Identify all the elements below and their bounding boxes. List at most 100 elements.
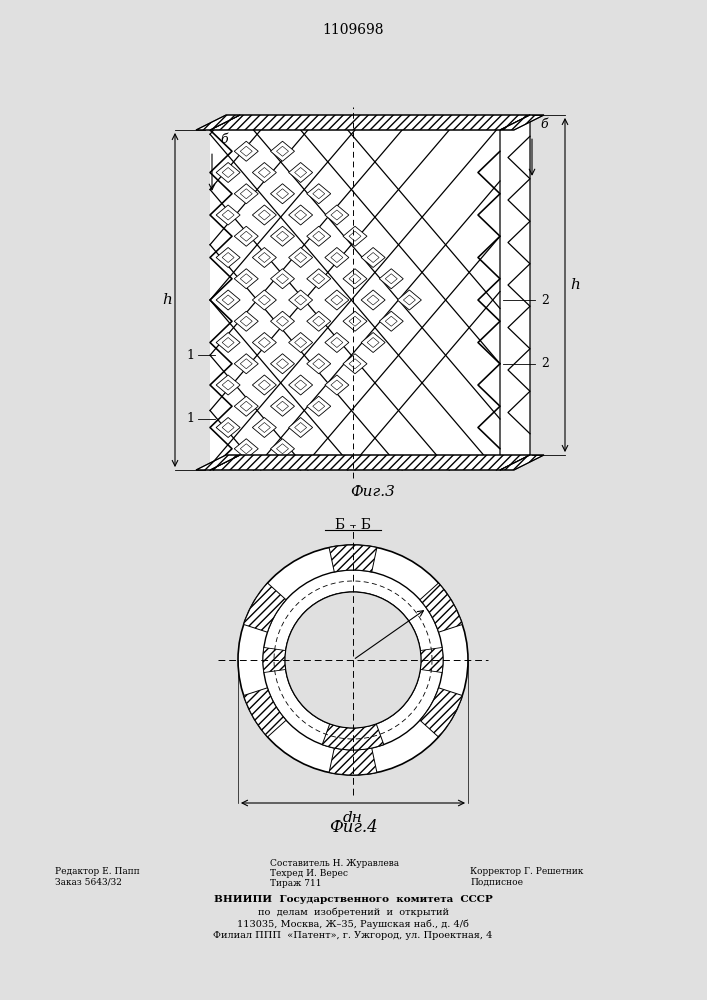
Polygon shape bbox=[500, 115, 544, 130]
Polygon shape bbox=[361, 332, 385, 353]
Polygon shape bbox=[196, 115, 240, 130]
Polygon shape bbox=[397, 290, 421, 310]
Polygon shape bbox=[379, 269, 403, 289]
Polygon shape bbox=[271, 184, 295, 204]
Circle shape bbox=[238, 545, 468, 775]
Polygon shape bbox=[361, 247, 385, 267]
Text: б: б bbox=[220, 133, 228, 146]
Text: б: б bbox=[540, 118, 548, 131]
Polygon shape bbox=[343, 269, 367, 289]
Text: 1: 1 bbox=[186, 412, 194, 426]
Text: Филиал ППП  «Патент», г. Ужгород, ул. Проектная, 4: Филиал ППП «Патент», г. Ужгород, ул. Про… bbox=[214, 932, 493, 940]
Wedge shape bbox=[329, 545, 377, 572]
Polygon shape bbox=[271, 311, 295, 331]
Text: 2: 2 bbox=[541, 357, 549, 370]
Text: dн: dн bbox=[343, 811, 363, 825]
Polygon shape bbox=[288, 205, 312, 225]
Text: Тираж 711: Тираж 711 bbox=[270, 880, 322, 888]
Polygon shape bbox=[252, 162, 276, 182]
Polygon shape bbox=[288, 375, 312, 395]
Text: Б – Б: Б – Б bbox=[335, 518, 371, 532]
Polygon shape bbox=[325, 290, 349, 310]
Polygon shape bbox=[325, 375, 349, 395]
Polygon shape bbox=[307, 184, 331, 204]
Text: Составитель Н. Журавлева: Составитель Н. Журавлева bbox=[270, 859, 399, 868]
Polygon shape bbox=[271, 396, 295, 416]
Wedge shape bbox=[263, 647, 286, 673]
Polygon shape bbox=[307, 396, 331, 416]
Polygon shape bbox=[343, 226, 367, 246]
Text: Фиг.3: Фиг.3 bbox=[351, 485, 395, 499]
Polygon shape bbox=[307, 226, 331, 246]
Polygon shape bbox=[325, 205, 349, 225]
Polygon shape bbox=[252, 332, 276, 353]
Wedge shape bbox=[421, 647, 443, 673]
Polygon shape bbox=[288, 290, 312, 310]
Polygon shape bbox=[234, 141, 258, 161]
Polygon shape bbox=[325, 247, 349, 267]
Polygon shape bbox=[288, 332, 312, 353]
Text: ВНИИПИ  Государственного  комитета  СССР: ВНИИПИ Государственного комитета СССР bbox=[214, 896, 492, 904]
Polygon shape bbox=[271, 226, 295, 246]
Polygon shape bbox=[252, 290, 276, 310]
Polygon shape bbox=[234, 439, 258, 459]
Polygon shape bbox=[216, 162, 240, 182]
Polygon shape bbox=[307, 311, 331, 331]
Polygon shape bbox=[288, 162, 312, 182]
Polygon shape bbox=[234, 396, 258, 416]
Polygon shape bbox=[500, 115, 530, 470]
Wedge shape bbox=[329, 748, 377, 775]
Polygon shape bbox=[271, 354, 295, 374]
Polygon shape bbox=[216, 418, 240, 438]
Polygon shape bbox=[234, 184, 258, 204]
Polygon shape bbox=[252, 247, 276, 267]
Polygon shape bbox=[307, 354, 331, 374]
Wedge shape bbox=[322, 724, 384, 750]
Polygon shape bbox=[271, 269, 295, 289]
Polygon shape bbox=[288, 247, 312, 267]
Text: h: h bbox=[162, 293, 172, 307]
Circle shape bbox=[285, 592, 421, 728]
Polygon shape bbox=[271, 439, 295, 459]
Polygon shape bbox=[216, 332, 240, 353]
Polygon shape bbox=[500, 455, 544, 470]
Polygon shape bbox=[210, 455, 530, 470]
Polygon shape bbox=[271, 141, 295, 161]
Wedge shape bbox=[420, 583, 462, 632]
Text: 2: 2 bbox=[541, 294, 549, 306]
Text: 113035, Москва, Ж–35, Раушская наб., д. 4/б: 113035, Москва, Ж–35, Раушская наб., д. … bbox=[237, 919, 469, 929]
Polygon shape bbox=[361, 290, 385, 310]
Wedge shape bbox=[244, 688, 286, 737]
Text: по  делам  изобретений  и  открытий: по делам изобретений и открытий bbox=[257, 907, 448, 917]
Text: 1: 1 bbox=[186, 349, 194, 362]
Polygon shape bbox=[307, 269, 331, 289]
Text: Техред И. Верес: Техред И. Верес bbox=[270, 869, 348, 879]
Polygon shape bbox=[252, 205, 276, 225]
Polygon shape bbox=[216, 290, 240, 310]
Wedge shape bbox=[244, 583, 286, 632]
Polygon shape bbox=[210, 115, 530, 130]
Polygon shape bbox=[216, 247, 240, 267]
Text: Корректор Г. Решетник: Корректор Г. Решетник bbox=[470, 867, 583, 876]
Polygon shape bbox=[325, 332, 349, 353]
Text: dс: dс bbox=[433, 593, 450, 607]
Polygon shape bbox=[196, 455, 240, 470]
Text: Подписное: Подписное bbox=[470, 878, 523, 886]
Polygon shape bbox=[343, 311, 367, 331]
Polygon shape bbox=[343, 354, 367, 374]
Circle shape bbox=[263, 570, 443, 750]
Polygon shape bbox=[288, 418, 312, 438]
Polygon shape bbox=[252, 375, 276, 395]
Polygon shape bbox=[234, 226, 258, 246]
Polygon shape bbox=[234, 311, 258, 331]
Polygon shape bbox=[210, 130, 500, 470]
Text: Фиг.4: Фиг.4 bbox=[329, 818, 378, 836]
Polygon shape bbox=[216, 375, 240, 395]
Polygon shape bbox=[216, 205, 240, 225]
Text: 1109698: 1109698 bbox=[322, 23, 384, 37]
Text: Редактор Е. Папп: Редактор Е. Папп bbox=[55, 867, 140, 876]
Polygon shape bbox=[379, 311, 403, 331]
Polygon shape bbox=[252, 418, 276, 438]
Circle shape bbox=[285, 592, 421, 728]
Text: Заказ 5643/32: Заказ 5643/32 bbox=[55, 878, 122, 886]
